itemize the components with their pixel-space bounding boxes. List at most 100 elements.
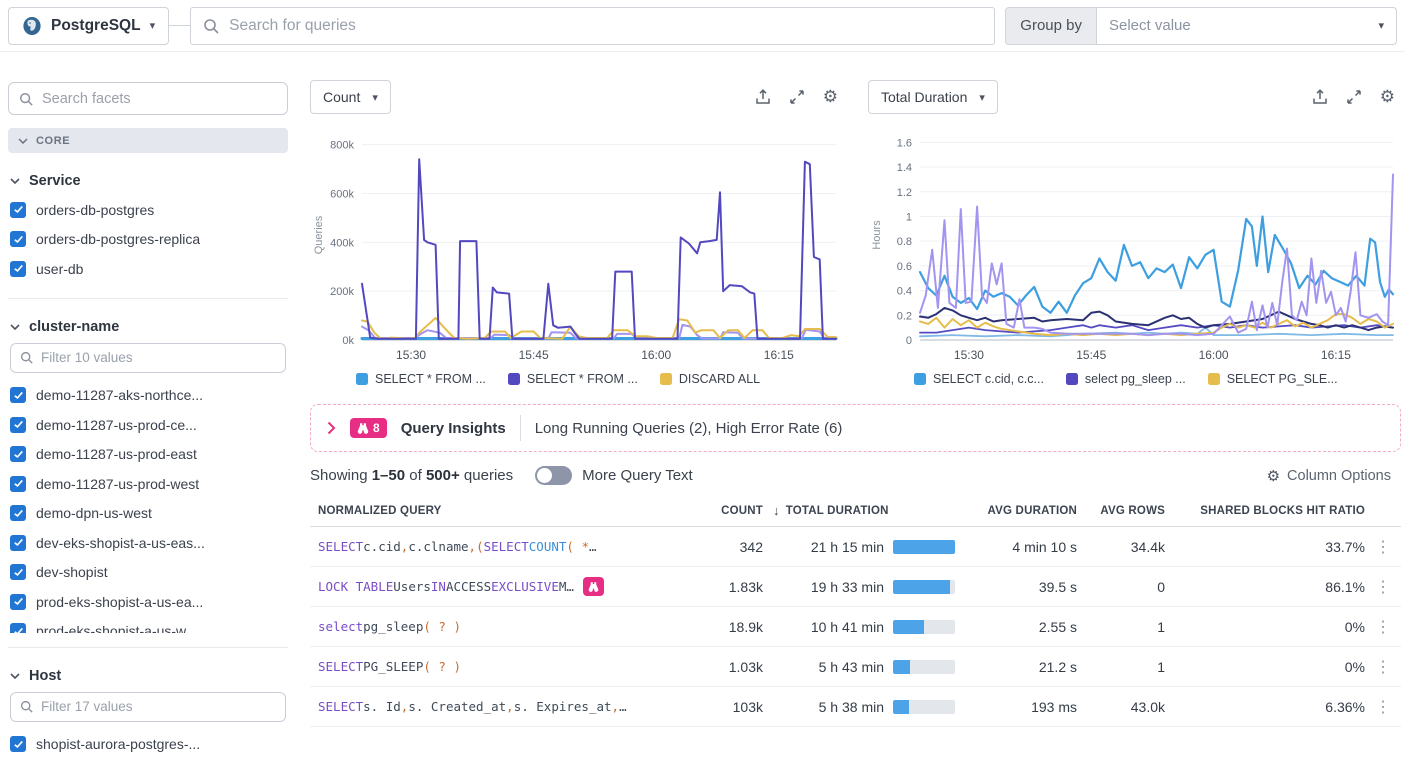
checkbox-checked[interactable]	[10, 593, 26, 610]
chart-card-total-duration: Total Duration ▾ ⚙ 0 0.2 0.4 0.6 0.8 1 1.2 1.4 1…	[868, 78, 1401, 392]
kebab-menu-icon[interactable]: ⋮	[1375, 618, 1391, 636]
query-insights-banner[interactable]: 8 Query Insights Long Running Queries (2…	[310, 404, 1401, 452]
more-query-text-toggle[interactable]	[535, 466, 573, 485]
svg-text:1.6: 1.6	[897, 137, 912, 149]
checkbox-checked[interactable]	[10, 446, 26, 463]
gear-icon[interactable]: ⚙	[822, 87, 838, 106]
core-section-header[interactable]: CORE	[8, 128, 288, 153]
total-duration-cell: 5 h 38 min	[763, 699, 959, 715]
facet-filter-box[interactable]	[10, 342, 286, 373]
svg-text:800k: 800k	[330, 140, 354, 152]
col-count[interactable]: COUNT	[721, 504, 763, 517]
checkbox-checked[interactable]	[10, 736, 26, 753]
gear-icon[interactable]: ⚙	[1379, 87, 1395, 106]
facet-search-box[interactable]	[8, 82, 288, 115]
facet-group-header[interactable]: cluster-name	[10, 319, 286, 335]
groupby-select[interactable]: Select value ▾	[1097, 6, 1397, 45]
svg-text:16:00: 16:00	[1199, 348, 1229, 362]
checkbox-checked[interactable]	[10, 260, 26, 277]
legend-item[interactable]: SELECT * FROM ...	[507, 372, 638, 386]
facet-checkbox-item[interactable]: demo-dpn-us-west	[8, 499, 288, 529]
table-row[interactable]: SELECT c.cid, c.clname, ( SELECT COUNT (…	[310, 527, 1401, 567]
query-search-box[interactable]	[190, 6, 996, 45]
checkbox-checked[interactable]	[10, 623, 26, 633]
metric-dropdown-total-duration[interactable]: Total Duration ▾	[868, 80, 998, 114]
export-icon[interactable]	[755, 89, 771, 105]
table-row[interactable]: SELECT PG_SLEEP ( ? ) 1.03k 5 h 43 min 21.2…	[310, 647, 1401, 687]
table-row[interactable]: select pg_sleep ( ? ) 18.9k 10 h 41 min 2.5…	[310, 607, 1401, 647]
facet-value-label: prod-eks-shopist-a-us-w	[36, 623, 187, 633]
facet-checkbox-item[interactable]: shopist-aurora-postgres-...	[8, 730, 288, 759]
checkbox-checked[interactable]	[10, 416, 26, 433]
divider	[8, 297, 288, 299]
total-duration-chart[interactable]: 0 0.2 0.4 0.6 0.8 1 1.2 1.4 1.6 15:30 15:45 16:00 16…	[868, 116, 1401, 366]
sql-token: (	[476, 539, 484, 554]
checkbox-checked[interactable]	[10, 534, 26, 551]
kebab-menu-icon[interactable]: ⋮	[1375, 658, 1391, 676]
table-row[interactable]: LOCK TABLE Users IN ACCESS EXCLUSIVE M… 1…	[310, 567, 1401, 607]
facet-checkbox-item[interactable]: dev-eks-shopist-a-us-eas...	[8, 528, 288, 558]
facet-checkbox-item[interactable]: demo-11287-us-prod-east	[8, 440, 288, 470]
table-header-row: NORMALIZED QUERY COUNT ↓ TOTAL DURATION …	[310, 495, 1401, 527]
facet-checkbox-item[interactable]: orders-db-postgres	[8, 195, 288, 225]
kebab-menu-icon[interactable]: ⋮	[1375, 698, 1391, 716]
expand-icon[interactable]	[1346, 89, 1362, 105]
facet-search-input[interactable]	[42, 90, 277, 107]
facet-checkbox-item[interactable]: prod-eks-shopist-a-us-ea...	[8, 587, 288, 617]
sql-token: c.cid	[363, 539, 401, 554]
facet-checkbox-item[interactable]: prod-eks-shopist-a-us-w	[8, 617, 288, 633]
sql-token: ,	[611, 699, 620, 714]
checkbox-checked[interactable]	[10, 231, 26, 248]
facet-filter-box[interactable]	[10, 691, 286, 722]
legend-item[interactable]: SELECT PG_SLE...	[1207, 372, 1338, 386]
query-search-input[interactable]	[229, 16, 983, 35]
legend-item[interactable]: SELECT c.cid, c.c...	[914, 372, 1044, 386]
facet-checkbox-item[interactable]: demo-11287-us-prod-ce...	[8, 410, 288, 440]
checkbox-checked[interactable]	[10, 475, 26, 492]
count-chart[interactable]: 0k 200k 400k 600k 800k 15:30 15:45 16:00 16:15 Qu…	[310, 116, 844, 366]
search-icon	[20, 351, 33, 364]
facet-group-header[interactable]: Host	[10, 668, 286, 684]
facet-filter-input[interactable]	[41, 350, 276, 365]
normalized-query-cell: select pg_sleep ( ? )	[310, 619, 685, 634]
facet-checkbox-item[interactable]: user-db	[8, 254, 288, 284]
checkbox-checked[interactable]	[10, 564, 26, 581]
datasource-label: PostgreSQL	[51, 16, 141, 34]
facet-checkbox-item[interactable]: orders-db-postgres-replica	[8, 225, 288, 255]
chevron-right-icon[interactable]	[327, 421, 336, 435]
col-total-duration[interactable]: ↓ TOTAL DURATION	[773, 503, 889, 518]
metric-dropdown-count[interactable]: Count ▾	[310, 80, 391, 114]
facet-checkbox-item[interactable]: demo-11287-us-prod-west	[8, 469, 288, 499]
col-normalized-query[interactable]: NORMALIZED QUERY	[318, 504, 442, 517]
col-avg-rows[interactable]: AVG ROWS	[1100, 504, 1165, 517]
checkbox-checked[interactable]	[10, 201, 26, 218]
export-icon[interactable]	[1312, 89, 1328, 105]
insight-badge[interactable]	[582, 577, 604, 596]
checkbox-checked[interactable]	[10, 505, 26, 522]
checkbox-checked[interactable]	[10, 387, 26, 404]
legend-label: DISCARD ALL	[678, 372, 761, 386]
duration-text: 5 h 38 min	[818, 698, 884, 715]
hit-ratio-cell: 0%	[1344, 658, 1365, 675]
facet-checkbox-item[interactable]: dev-shopist	[8, 558, 288, 588]
datasource-dropdown[interactable]: PostgreSQL ▾	[8, 6, 170, 45]
chevron-down-icon	[10, 178, 20, 184]
total-duration-cell: 19 h 33 min	[763, 579, 959, 595]
table-row[interactable]: SELECT s. Id, s. Created_at, s. Expires_…	[310, 687, 1401, 727]
sql-token: ,	[400, 539, 409, 554]
facet-group-header[interactable]: Service	[10, 173, 286, 189]
sql-token: SELECT	[318, 699, 364, 714]
expand-icon[interactable]	[789, 89, 805, 105]
legend-item[interactable]: DISCARD ALL	[659, 372, 761, 386]
kebab-menu-icon[interactable]: ⋮	[1375, 538, 1391, 556]
kebab-menu-icon[interactable]: ⋮	[1375, 578, 1391, 596]
column-options-button[interactable]: ⚙ Column Options	[1267, 467, 1401, 485]
col-shared-blocks-hit-ratio[interactable]: SHARED BLOCKS HIT RATIO	[1200, 504, 1365, 517]
facet-checkbox-item[interactable]: demo-11287-aks-northce...	[8, 381, 288, 411]
col-avg-duration[interactable]: AVG DURATION	[987, 504, 1077, 517]
legend-item[interactable]: select pg_sleep ...	[1065, 372, 1186, 386]
facet-filter-input[interactable]	[41, 699, 276, 714]
more-query-text-label: More Query Text	[582, 467, 693, 484]
duration-text: 5 h 43 min	[818, 658, 884, 675]
legend-item[interactable]: SELECT * FROM ...	[356, 372, 486, 386]
